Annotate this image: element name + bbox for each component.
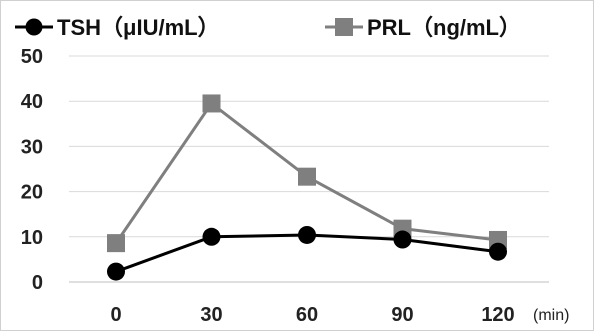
legend-marker-tsh xyxy=(25,18,43,36)
y-tick-label: 30 xyxy=(21,136,43,158)
x-unit-label: (min) xyxy=(533,307,569,324)
legend-label-prl: PRL（ng/mL） xyxy=(367,15,521,40)
y-tick-label: 20 xyxy=(21,182,43,204)
data-point-tsh xyxy=(202,227,221,246)
x-tick-label: 0 xyxy=(110,304,121,326)
x-tick-label: 120 xyxy=(481,304,514,326)
x-tick-label: 30 xyxy=(200,304,222,326)
y-tick-label: 0 xyxy=(32,272,43,294)
data-point-tsh xyxy=(489,242,507,261)
legend-label-tsh: TSH（μIU/mL） xyxy=(57,15,220,40)
data-point-tsh xyxy=(393,230,412,249)
x-tick-label: 60 xyxy=(296,304,318,326)
data-point-prl xyxy=(298,167,316,186)
legend-marker-prl xyxy=(335,18,353,36)
data-point-prl xyxy=(107,234,125,253)
y-tick-label: 50 xyxy=(21,46,43,68)
data-point-prl xyxy=(202,94,221,113)
x-tick-label: 90 xyxy=(391,304,413,326)
data-point-tsh xyxy=(107,262,125,281)
y-tick-label: 10 xyxy=(21,227,43,249)
y-tick-label: 40 xyxy=(21,91,43,113)
data-point-tsh xyxy=(298,225,316,244)
